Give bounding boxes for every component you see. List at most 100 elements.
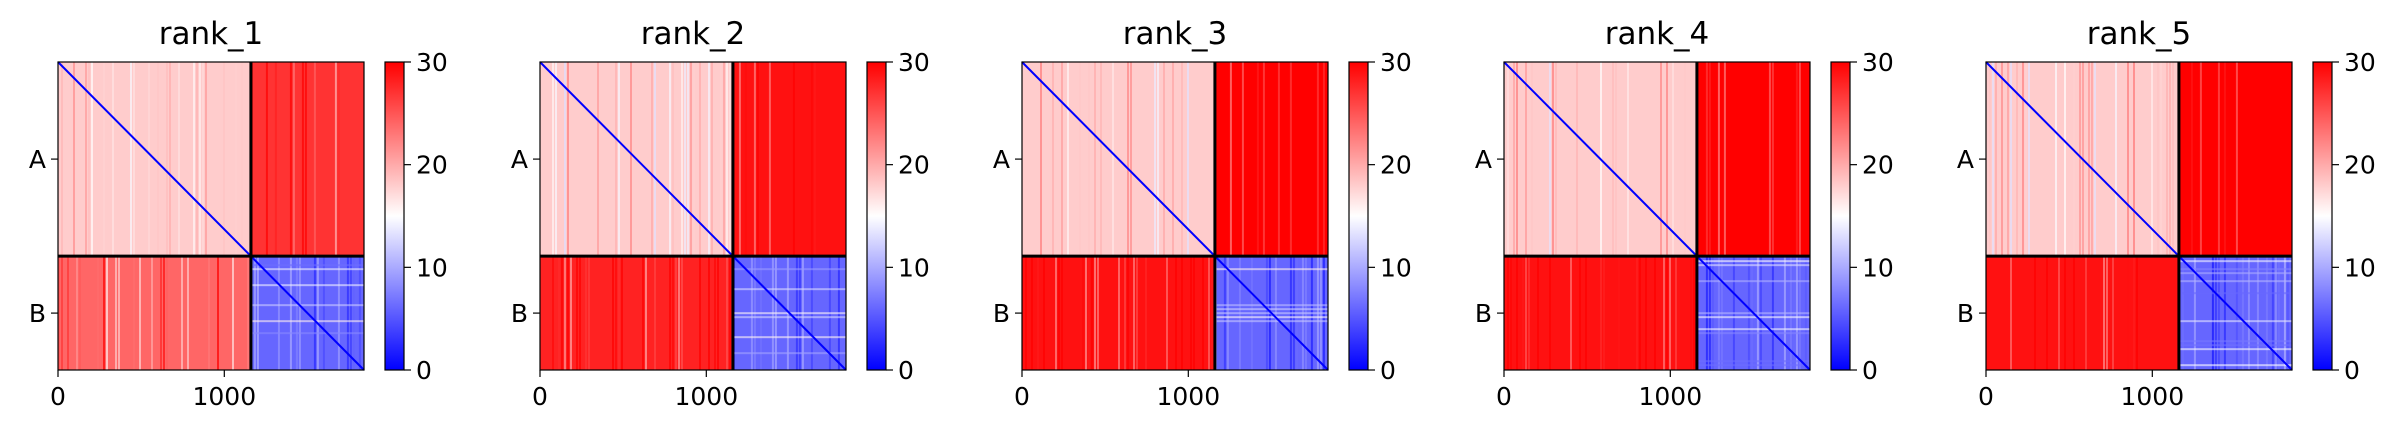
heatmap-stripe — [1208, 256, 1210, 370]
heatmap-stripe — [1510, 256, 1512, 370]
heatmap-stripe — [304, 62, 307, 257]
heatmap-stripe — [1262, 62, 1265, 257]
heatmap-stripe — [2193, 62, 2196, 257]
heatmap-stripe — [1313, 62, 1316, 257]
heatmap-stripe — [1061, 62, 1063, 257]
heatmap-stripe — [2010, 256, 2012, 370]
heatmap-stripe — [1229, 62, 1232, 257]
heatmap-stripe — [2193, 256, 2196, 370]
heatmap-stripe — [738, 62, 741, 257]
heatmap-stripe — [672, 256, 674, 370]
heatmap-stripe — [2127, 62, 2129, 257]
heatmap-stripe — [133, 256, 135, 370]
colorbar-tick-label: 0 — [416, 356, 432, 385]
heatmap-stripe — [564, 62, 566, 257]
heatmap-stripe — [2181, 256, 2184, 370]
x-tick-label: 1000 — [1638, 382, 1702, 411]
heatmap-stripe — [208, 256, 210, 370]
panel-title: rank_5 — [2087, 16, 2192, 52]
diagonal-line — [539, 61, 847, 371]
heatmap-stripe — [106, 256, 108, 370]
heatmap-stripe — [1555, 62, 1557, 257]
colorbar-tick-label: 0 — [898, 356, 914, 385]
heatmap-stripe — [687, 62, 689, 257]
heatmap-stripe — [1250, 62, 1253, 257]
heatmap-stripe — [720, 62, 722, 257]
heatmap-stripe — [1124, 256, 1126, 370]
heatmap-stripe — [2025, 62, 2027, 257]
heatmap-stripe — [148, 62, 150, 257]
heatmap-stripe — [1696, 328, 1810, 331]
heatmap-block — [250, 62, 364, 257]
heatmap-stripe — [178, 62, 180, 257]
colorbar — [866, 61, 887, 371]
heatmap-stripe — [2211, 256, 2214, 370]
heatmap-stripe — [1040, 62, 1042, 257]
heatmap-stripe — [61, 256, 63, 370]
heatmap-stripe — [1585, 256, 1587, 370]
heatmap-stripe — [250, 268, 364, 271]
heatmap-stripe — [1289, 62, 1292, 257]
heatmap-stripe — [1214, 304, 1328, 307]
colorbar-tick-label: 0 — [2344, 356, 2360, 385]
heatmap-stripe — [699, 256, 701, 370]
heatmap-stripe — [2178, 280, 2292, 283]
heatmap-stripe — [732, 336, 846, 339]
heatmap-stripe — [2178, 292, 2292, 295]
heatmap-stripe — [693, 62, 695, 257]
y-tick-label: B — [1475, 299, 1492, 328]
heatmap-stripe — [322, 256, 325, 370]
heatmap-stripe — [651, 62, 653, 257]
heatmap-stripe — [2169, 62, 2171, 257]
heatmap-stripe — [166, 62, 168, 257]
heatmap-stripe — [642, 256, 644, 370]
heatmap-stripe — [1771, 62, 1774, 257]
colorbar-tick-label: 0 — [1380, 356, 1396, 385]
heatmap-stripe — [2073, 256, 2075, 370]
heatmap-stripe — [2016, 62, 2018, 257]
y-tick-label: B — [29, 299, 46, 328]
heatmap-stripe — [2157, 62, 2159, 257]
heatmap-stripe — [558, 256, 560, 370]
heatmap-stripe — [2235, 256, 2238, 370]
heatmap-stripe — [708, 256, 710, 370]
heatmap-stripe — [112, 62, 114, 257]
heatmap-stripe — [732, 352, 846, 355]
heatmap-stripe — [1277, 62, 1280, 257]
colorbar — [1348, 61, 1369, 371]
heatmap-stripe — [1058, 256, 1060, 370]
heatmap-stripe — [2088, 62, 2090, 257]
heatmap-stripe — [1241, 62, 1244, 257]
heatmap-stripe — [618, 62, 620, 257]
heatmap-stripe — [630, 62, 632, 257]
heatmap-stripe — [337, 62, 340, 257]
heatmap-stripe — [1531, 62, 1533, 257]
heatmap-stripe — [2166, 62, 2168, 257]
heatmap-stripe — [1082, 256, 1084, 370]
heatmap-stripe — [1516, 256, 1518, 370]
heatmap-stripe — [1163, 62, 1165, 257]
heatmap-stripe — [2178, 268, 2292, 271]
heatmap-stripe — [711, 62, 713, 257]
heatmap-stripe — [723, 62, 725, 257]
heatmap-stripe — [732, 268, 846, 271]
heatmap-stripe — [181, 256, 183, 370]
heatmap-stripe — [1723, 62, 1726, 257]
heatmap-stripe — [97, 256, 99, 370]
plot-frame — [1503, 61, 1811, 371]
heatmap-stripe — [813, 62, 816, 257]
heatmap-stripe — [292, 62, 295, 257]
heatmap-stripe — [2277, 256, 2280, 370]
y-tick-label: A — [511, 145, 528, 174]
heatmap-stripe — [187, 256, 189, 370]
plot-frame — [539, 61, 847, 371]
heatmap-stripe — [2223, 256, 2226, 370]
heatmap-block — [732, 62, 846, 257]
heatmap-stripe — [2007, 62, 2009, 257]
heatmap-stripe — [1645, 256, 1647, 370]
heatmap-stripe — [88, 62, 90, 257]
colorbar-tick-label: 20 — [898, 151, 930, 180]
heatmap-stripe — [2256, 256, 2259, 370]
colorbar-tick-label: 30 — [898, 48, 930, 77]
heatmap-stripe — [1654, 256, 1656, 370]
